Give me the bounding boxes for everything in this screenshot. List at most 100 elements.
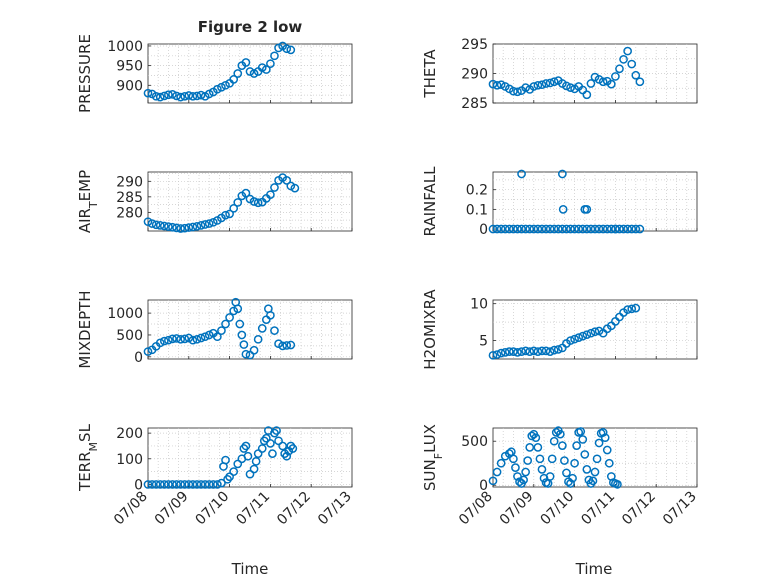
data-point — [249, 69, 259, 78]
data-point — [623, 305, 632, 314]
data-point — [266, 59, 275, 69]
data-point — [245, 469, 255, 479]
data-point — [562, 468, 571, 478]
data-point — [598, 428, 608, 437]
y-axis-label: PRESSURE — [76, 34, 94, 113]
x-tick-label: 07/08 — [111, 489, 151, 529]
data-point — [525, 347, 535, 356]
data-point — [278, 441, 287, 451]
x-tick-label: 07/11 — [578, 489, 618, 529]
data-point — [204, 480, 214, 489]
data-point — [500, 348, 510, 357]
data-point — [147, 219, 157, 228]
data-point — [213, 84, 222, 94]
data-point — [521, 83, 530, 93]
data-point — [233, 304, 243, 314]
data-point — [549, 345, 559, 355]
data-point — [192, 91, 202, 101]
data-point — [582, 205, 592, 214]
data-point — [261, 433, 271, 443]
y-axis-label: TERRMSL — [76, 423, 100, 492]
data-point — [243, 451, 253, 461]
data-point — [527, 431, 537, 441]
data-point — [168, 89, 177, 99]
data-point — [253, 334, 263, 344]
data-point — [151, 91, 161, 101]
data-point — [611, 224, 620, 234]
data-point — [217, 82, 226, 92]
data-point — [606, 224, 616, 234]
x-tick-label: 07/12 — [274, 489, 314, 529]
x-tick-label: 07/08 — [456, 489, 496, 529]
y-tick-label: 900 — [116, 78, 143, 94]
data-point — [204, 330, 214, 340]
data-point — [525, 224, 535, 234]
data-point — [168, 480, 177, 489]
data-point — [151, 480, 161, 489]
data-point — [570, 334, 579, 344]
x-tick-label: 07/10 — [538, 489, 578, 529]
data-point — [200, 332, 210, 342]
data-point — [504, 449, 514, 458]
data-point — [598, 224, 608, 234]
data-point — [143, 217, 153, 227]
data-point — [176, 334, 185, 344]
data-point — [496, 458, 506, 468]
data-point — [192, 221, 202, 231]
data-point — [586, 224, 596, 234]
data-point — [541, 79, 551, 88]
data-point — [600, 433, 610, 443]
data-point — [237, 330, 247, 340]
data-point — [606, 79, 616, 89]
y-tick-label: 200 — [116, 426, 143, 442]
data-point — [245, 67, 255, 76]
y-tick-label: 500 — [461, 434, 488, 450]
data-point — [196, 480, 206, 489]
data-point — [513, 224, 522, 234]
data-point — [151, 220, 161, 230]
data-point — [249, 345, 259, 355]
y-tick-label: 280 — [116, 205, 143, 221]
data-point — [560, 456, 569, 465]
data-point — [566, 336, 575, 345]
data-point — [492, 80, 502, 90]
data-point — [188, 480, 198, 489]
data-point — [627, 304, 637, 314]
data-point — [517, 224, 526, 234]
data-point — [278, 341, 287, 351]
data-point — [537, 80, 547, 90]
data-point — [572, 441, 581, 450]
y-tick-label: 0 — [134, 350, 143, 366]
data-point — [213, 332, 222, 342]
data-point — [549, 224, 559, 234]
data-point — [272, 426, 281, 435]
data-point — [576, 427, 586, 436]
data-point — [239, 340, 249, 349]
data-point — [155, 221, 165, 230]
data-point — [196, 90, 206, 100]
data-point — [586, 328, 596, 338]
data-point — [580, 450, 590, 459]
data-point — [533, 80, 543, 90]
data-point — [176, 224, 185, 233]
data-point — [496, 224, 506, 234]
data-point — [578, 224, 588, 234]
data-point — [588, 476, 598, 486]
data-point — [517, 347, 526, 356]
data-point — [257, 324, 267, 333]
y-tick-label: 5 — [479, 334, 488, 350]
data-point — [549, 77, 559, 87]
data-point — [180, 223, 190, 233]
data-point — [155, 92, 165, 102]
data-point — [549, 436, 559, 446]
data-point — [282, 451, 292, 461]
data-point — [541, 346, 551, 356]
x-tick-label: 07/10 — [193, 489, 233, 529]
data-point — [168, 222, 177, 232]
data-point — [619, 54, 628, 64]
data-point — [172, 480, 181, 489]
data-point — [537, 346, 547, 356]
